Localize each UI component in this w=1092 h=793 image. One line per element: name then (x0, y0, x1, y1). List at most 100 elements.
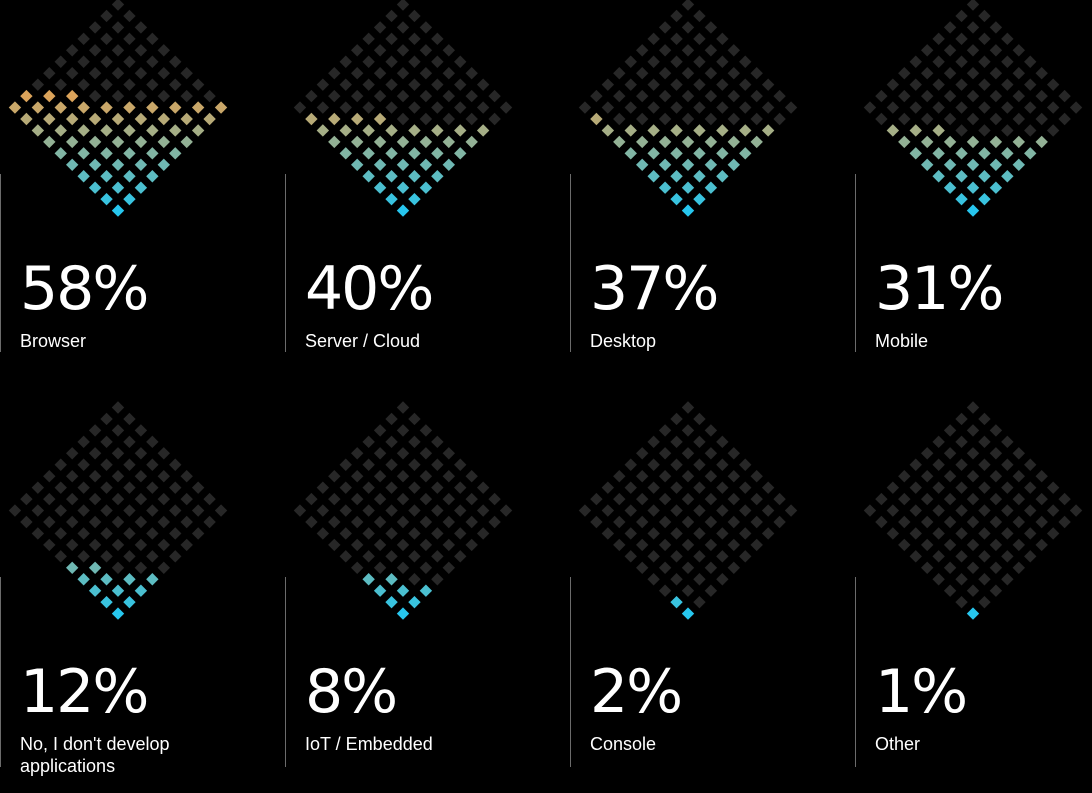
waffle-cell-empty (1001, 504, 1014, 517)
waffle-cell-empty (773, 112, 786, 126)
waffle-cell-empty (442, 538, 455, 552)
waffle-cell-filled (111, 584, 125, 597)
waffle-cell-empty (180, 89, 193, 103)
waffle-cell-empty (396, 67, 410, 80)
waffle-cell-empty (693, 9, 706, 23)
percentage-value: 40% (305, 254, 434, 324)
waffle-cell-empty (624, 78, 637, 91)
waffle-cell-empty (123, 481, 136, 494)
waffle-diamond (578, 401, 798, 620)
waffle-cell-filled (134, 181, 148, 194)
waffle-cell-empty (31, 78, 45, 91)
waffle-cell-empty (454, 504, 467, 517)
waffle-cell-filled (100, 124, 113, 137)
waffle-cell-filled (419, 135, 433, 149)
waffle-cell-empty (66, 67, 79, 80)
waffle-cell-empty (863, 504, 877, 517)
waffle-cell-empty (613, 67, 626, 80)
waffle-cell-filled (978, 147, 991, 160)
waffle-cell-filled (169, 101, 182, 114)
waffle-diamond (863, 0, 1083, 217)
waffle-cell-empty (1001, 481, 1014, 494)
waffle-cell-empty (932, 550, 945, 563)
waffle-cell-empty (636, 44, 649, 57)
waffle-cell-filled (989, 181, 1003, 194)
waffle-cell-empty (1035, 538, 1048, 552)
waffle-cell-empty (590, 492, 603, 506)
waffle-cell-filled (408, 124, 421, 137)
waffle-cell-empty (875, 492, 888, 506)
waffle-cell-empty (601, 527, 615, 540)
waffle-cell-empty (362, 481, 375, 494)
waffle-cell-empty (88, 424, 102, 437)
waffle-cell-empty (1046, 504, 1060, 517)
waffle-cell-empty (624, 550, 637, 563)
waffle-cell-empty (442, 561, 455, 574)
waffle-cell-empty (921, 447, 934, 460)
waffle-cell-empty (134, 538, 148, 552)
waffle-cell-empty (100, 9, 113, 23)
waffle-cell-empty (750, 538, 763, 552)
waffle-cell-empty (111, 470, 125, 483)
waffle-cell-filled (385, 124, 398, 137)
waffle-cell-empty (1046, 124, 1060, 137)
waffle-cell-empty (77, 32, 90, 46)
waffle-cell-filled (966, 607, 980, 620)
waffle-cell-empty (1024, 101, 1037, 114)
waffle-cell-empty (1035, 515, 1048, 529)
waffle-cell-filled (157, 158, 170, 171)
waffle-cell-filled (88, 561, 102, 574)
waffle-cell-empty (681, 112, 695, 126)
waffle-cell-filled (146, 147, 159, 160)
waffle-cell-empty (670, 9, 683, 23)
waffle-cell-empty (761, 481, 775, 494)
waffle-cell-empty (419, 112, 433, 126)
waffle-cell-empty (978, 435, 991, 449)
waffle-cell-empty (488, 112, 501, 126)
card-divider (285, 577, 286, 767)
waffle-cell-empty (328, 67, 341, 80)
waffle-cell-filled (419, 584, 433, 597)
waffle-cell-empty (362, 435, 375, 449)
waffle-cell-empty (670, 573, 683, 586)
waffle-cell-empty (989, 515, 1003, 529)
waffle-cell-empty (134, 492, 148, 506)
waffle-cell-empty (966, 538, 980, 552)
waffle-cell-empty (955, 573, 968, 586)
waffle-cell-empty (351, 470, 364, 483)
waffle-cell-empty (693, 573, 706, 586)
waffle-cell-empty (157, 515, 170, 529)
waffle-cell-empty (351, 447, 364, 460)
waffle-cell-empty (773, 515, 786, 529)
chart-card-console: 2% Console (570, 401, 855, 793)
waffle-cell-empty (123, 9, 136, 23)
waffle-cell-empty (693, 55, 706, 68)
waffle-cell-empty (157, 447, 170, 460)
waffle-cell-empty (408, 9, 421, 23)
waffle-cell-empty (921, 492, 934, 506)
waffle-cell-filled (88, 158, 102, 171)
waffle-cell-filled (636, 158, 649, 171)
waffle-cell-empty (123, 32, 136, 46)
waffle-cell-empty (77, 481, 90, 494)
waffle-cell-empty (362, 550, 375, 563)
waffle-cell-empty (111, 44, 125, 57)
waffle-cell-filled (932, 147, 945, 160)
percentage-value: 2% (590, 657, 683, 727)
waffle-cell-empty (203, 89, 216, 103)
waffle-cell-empty (909, 78, 922, 91)
waffle-cell-empty (316, 101, 330, 114)
waffle-cell-filled (385, 595, 398, 609)
waffle-cell-empty (739, 504, 752, 517)
waffle-cell-empty (396, 492, 410, 506)
waffle-cell-filled (66, 158, 79, 171)
waffle-cell-filled (385, 192, 398, 206)
waffle-cell-empty (955, 527, 968, 540)
waffle-cell-empty (693, 595, 706, 609)
waffle-cell-empty (989, 447, 1003, 460)
waffle-cell-empty (647, 527, 660, 540)
waffle-cell-filled (943, 135, 957, 149)
waffle-cell-empty (978, 504, 991, 517)
waffle-cell-filled (624, 124, 637, 137)
waffle-cell-filled (727, 135, 740, 149)
